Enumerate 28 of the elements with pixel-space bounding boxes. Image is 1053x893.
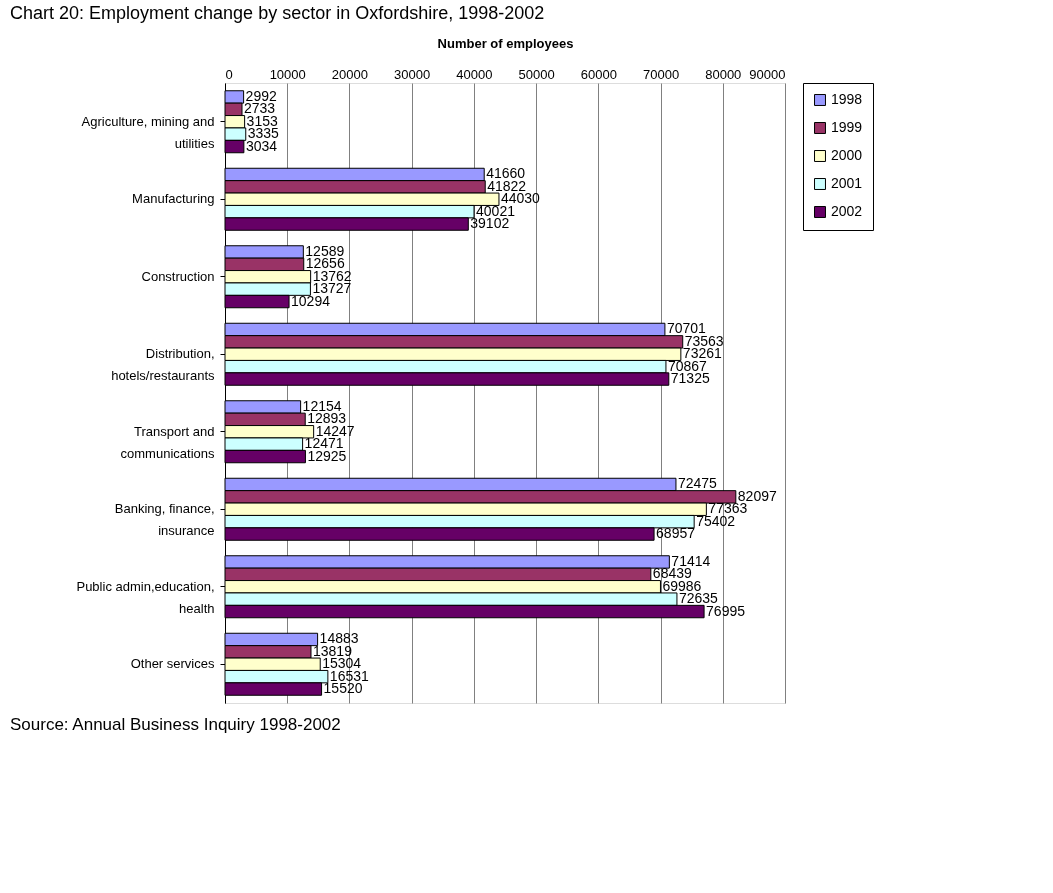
legend-label: 2000: [831, 147, 863, 163]
x-axis-title: Number of employees: [437, 35, 574, 51]
legend-label: 2002: [831, 203, 863, 219]
legend-label: 2001: [831, 175, 863, 191]
data-label: 72475: [677, 475, 718, 492]
x-tick-label: 70000: [642, 66, 680, 82]
x-tick-label: 10000: [269, 66, 306, 82]
x-tick-label: 60000: [580, 66, 617, 82]
y-tick-label: Distribution, hotels/restaurants: [111, 346, 215, 384]
y-tick-label: Agriculture, mining and utilities: [81, 113, 215, 151]
data-label: 68957: [656, 525, 696, 542]
chart-title: Chart 20: Employment change by sector in Oxfordshire, 1998-2002: [10, 3, 545, 23]
x-tick-label: 50000: [518, 66, 555, 82]
y-tick-label: Public admin,education, health: [76, 578, 215, 616]
x-tick-label: 20000: [331, 66, 369, 82]
x-tick-label: 80000: [705, 66, 742, 82]
y-tick-label: Other services: [130, 656, 215, 672]
x-tick-label: 0: [225, 66, 233, 82]
y-tick-label: Banking, finance, insurance: [114, 501, 215, 539]
y-tick-label: Construction: [141, 268, 215, 284]
legend-label: 1999: [831, 119, 863, 135]
legend-label: 1998: [831, 91, 863, 107]
source-note: Source: Annual Business Inquiry 1998-2002: [10, 715, 341, 734]
y-tick-label: Manufacturing: [132, 191, 215, 207]
x-tick-label: 90000: [749, 66, 786, 82]
x-tick-label: 40000: [456, 66, 493, 82]
y-tick-label: Transport and communications: [120, 423, 215, 461]
x-tick-label: 30000: [394, 66, 431, 82]
